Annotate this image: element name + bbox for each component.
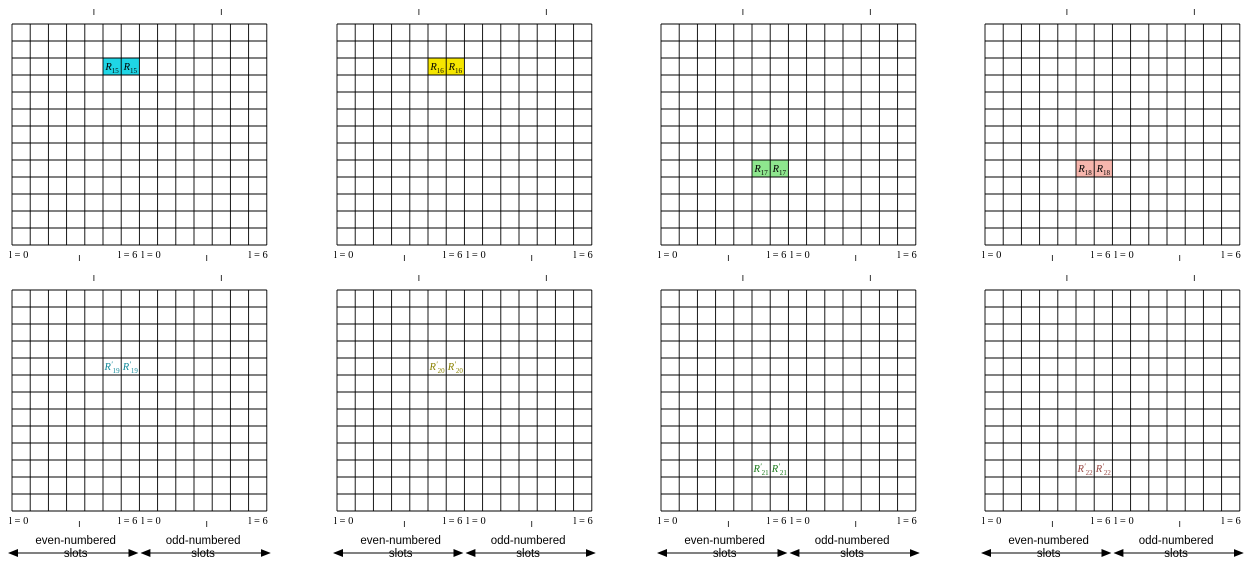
caption-odd-line2: slots: [191, 548, 215, 560]
axis-label-left-end: l = 6: [767, 250, 786, 261]
axis-label-left-start: l = 0: [982, 516, 1001, 527]
caption-odd-line1: odd-numbered: [166, 535, 241, 547]
grid: [336, 23, 593, 246]
highlight-cell: [121, 58, 140, 75]
caption-odd-line2: slots: [516, 548, 540, 560]
r-label-right: R18: [1096, 164, 1111, 177]
axis-label-right-end: l = 6: [1221, 250, 1240, 261]
axis-label-right-start: l = 0: [790, 250, 809, 261]
r-label-right: R17: [772, 164, 787, 177]
caption-even-line2: slots: [713, 548, 737, 560]
axis-label-left-start: l = 0: [334, 516, 353, 527]
axis-label-left-end: l = 6: [118, 516, 137, 527]
r-label-right: R′22: [1095, 462, 1112, 477]
axis-label-left-end: l = 6: [443, 516, 462, 527]
r-label-left: R′19: [104, 360, 121, 375]
panel-R17: R17 R17 l = 0 l = 6 l = 0 l = 6: [658, 9, 917, 261]
caption-even-line1: even-numbered: [1008, 535, 1089, 547]
panel-R18: R18 R18 l = 0 l = 6 l = 0 l = 6: [982, 9, 1241, 261]
r-label-right: R′19: [122, 360, 139, 375]
r-label-left: R′20: [429, 360, 446, 375]
caption-even-line2: slots: [389, 548, 413, 560]
caption-even-line2: slots: [64, 548, 88, 560]
r-label-left: R′22: [1077, 462, 1094, 477]
axis-label-left-start: l = 0: [982, 250, 1001, 261]
caption-even-line1: even-numbered: [360, 535, 441, 547]
axis-label-left-end: l = 6: [767, 516, 786, 527]
axis-label-right-start: l = 0: [466, 250, 485, 261]
caption-odd-line1: odd-numbered: [491, 535, 566, 547]
r-label-right: R′20: [447, 360, 464, 375]
r-label-left: R15: [104, 62, 119, 75]
axis-label-right-end: l = 6: [248, 516, 267, 527]
grid: [11, 23, 268, 246]
highlight-cell: [446, 58, 465, 75]
highlight-cell: [428, 58, 447, 75]
highlight-cell: [103, 58, 122, 75]
highlight-cell: [752, 160, 771, 177]
caption-even-line1: even-numbered: [35, 535, 116, 547]
r-label-left: R17: [753, 164, 768, 177]
axis-label-right-end: l = 6: [248, 250, 267, 261]
axis-label-right-end: l = 6: [897, 516, 916, 527]
caption-odd-line2: slots: [1164, 548, 1188, 560]
axis-label-right-end: l = 6: [573, 250, 592, 261]
axis-label-right-start: l = 0: [141, 250, 160, 261]
caption-odd-line1: odd-numbered: [815, 535, 890, 547]
r-label-left: R18: [1077, 164, 1092, 177]
r-label-right: R15: [123, 62, 138, 75]
caption-odd-line2: slots: [840, 548, 864, 560]
axis-label-right-end: l = 6: [897, 250, 916, 261]
axis-label-right-end: l = 6: [573, 516, 592, 527]
axis-label-left-start: l = 0: [9, 250, 28, 261]
axis-label-left-start: l = 0: [658, 250, 677, 261]
panel-R15: R15 R15 l = 0 l = 6 l = 0 l = 6: [9, 9, 268, 261]
caption-even-line2: slots: [1037, 548, 1061, 560]
grid: [11, 289, 268, 512]
grid: [660, 289, 917, 512]
r-label-left: R′21: [753, 462, 770, 477]
axis-label-left-start: l = 0: [334, 250, 353, 261]
highlight-cell: [770, 160, 789, 177]
r-label-left: R16: [429, 62, 444, 75]
axis-label-left-end: l = 6: [118, 250, 137, 261]
panel-R16: R16 R16 l = 0 l = 6 l = 0 l = 6: [334, 9, 593, 261]
grid: [336, 289, 593, 512]
grid: [984, 23, 1241, 246]
axis-label-left-end: l = 6: [1091, 250, 1110, 261]
r-label-right: R′21: [771, 462, 788, 477]
highlight-cell: [1076, 160, 1095, 177]
axis-label-left-end: l = 6: [1091, 516, 1110, 527]
highlight-cell: [1094, 160, 1113, 177]
axis-label-left-start: l = 0: [9, 516, 28, 527]
axis-label-left-start: l = 0: [658, 516, 677, 527]
axis-label-left-end: l = 6: [443, 250, 462, 261]
caption-odd-line1: odd-numbered: [1139, 535, 1214, 547]
axis-label-right-start: l = 0: [1114, 516, 1133, 527]
grid: [660, 23, 917, 246]
caption-even-line1: even-numbered: [684, 535, 765, 547]
axis-label-right-start: l = 0: [141, 516, 160, 527]
r-label-right: R16: [448, 62, 463, 75]
axis-label-right-start: l = 0: [466, 516, 485, 527]
axis-label-right-end: l = 6: [1221, 516, 1240, 527]
axis-label-right-start: l = 0: [790, 516, 809, 527]
axis-label-right-start: l = 0: [1114, 250, 1133, 261]
grid: [984, 289, 1241, 512]
